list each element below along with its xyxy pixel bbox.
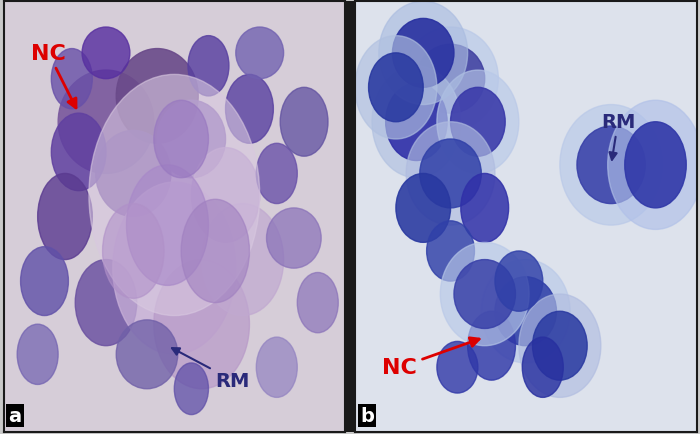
Ellipse shape xyxy=(495,277,556,346)
Ellipse shape xyxy=(369,54,424,122)
Ellipse shape xyxy=(468,312,515,380)
Ellipse shape xyxy=(440,243,529,346)
Ellipse shape xyxy=(577,127,645,204)
Text: b: b xyxy=(360,406,374,425)
Ellipse shape xyxy=(174,363,209,414)
Text: NC: NC xyxy=(31,44,76,108)
Ellipse shape xyxy=(154,101,209,178)
Ellipse shape xyxy=(519,294,601,398)
Ellipse shape xyxy=(372,66,461,178)
Ellipse shape xyxy=(495,251,542,312)
Ellipse shape xyxy=(96,131,171,217)
Ellipse shape xyxy=(625,122,686,208)
Ellipse shape xyxy=(482,260,570,363)
Ellipse shape xyxy=(560,105,662,226)
Ellipse shape xyxy=(608,101,700,230)
Ellipse shape xyxy=(188,36,229,97)
Ellipse shape xyxy=(38,174,92,260)
Ellipse shape xyxy=(18,325,58,385)
Text: a: a xyxy=(8,406,22,425)
Ellipse shape xyxy=(256,337,298,398)
Ellipse shape xyxy=(267,208,321,269)
Ellipse shape xyxy=(181,200,249,303)
Ellipse shape xyxy=(75,260,136,346)
Ellipse shape xyxy=(154,260,249,389)
Ellipse shape xyxy=(82,28,130,79)
Ellipse shape xyxy=(426,221,475,282)
Ellipse shape xyxy=(454,260,515,329)
Ellipse shape xyxy=(355,36,437,140)
Ellipse shape xyxy=(127,165,209,286)
Ellipse shape xyxy=(89,75,260,316)
Ellipse shape xyxy=(158,101,225,178)
Ellipse shape xyxy=(451,88,505,157)
Ellipse shape xyxy=(522,337,564,398)
Ellipse shape xyxy=(20,247,69,316)
Ellipse shape xyxy=(191,148,260,243)
Ellipse shape xyxy=(393,20,454,88)
Ellipse shape xyxy=(51,114,106,191)
Ellipse shape xyxy=(51,49,92,110)
Ellipse shape xyxy=(236,28,284,79)
Text: RM: RM xyxy=(172,349,250,390)
Ellipse shape xyxy=(116,320,178,389)
Ellipse shape xyxy=(437,71,519,174)
Ellipse shape xyxy=(280,88,328,157)
Ellipse shape xyxy=(113,183,236,355)
Text: NC: NC xyxy=(382,338,480,377)
Text: RM: RM xyxy=(601,113,635,161)
Ellipse shape xyxy=(437,342,478,393)
Ellipse shape xyxy=(298,273,338,333)
Ellipse shape xyxy=(379,2,468,105)
Ellipse shape xyxy=(386,84,447,161)
Ellipse shape xyxy=(58,71,154,174)
Ellipse shape xyxy=(461,174,509,243)
Ellipse shape xyxy=(202,204,284,316)
Ellipse shape xyxy=(116,49,198,144)
Ellipse shape xyxy=(256,144,298,204)
Ellipse shape xyxy=(420,140,482,208)
Ellipse shape xyxy=(402,28,498,131)
Ellipse shape xyxy=(416,45,484,114)
Ellipse shape xyxy=(396,174,451,243)
Ellipse shape xyxy=(406,122,495,226)
Ellipse shape xyxy=(103,204,164,299)
Ellipse shape xyxy=(533,312,587,380)
Ellipse shape xyxy=(225,75,274,144)
